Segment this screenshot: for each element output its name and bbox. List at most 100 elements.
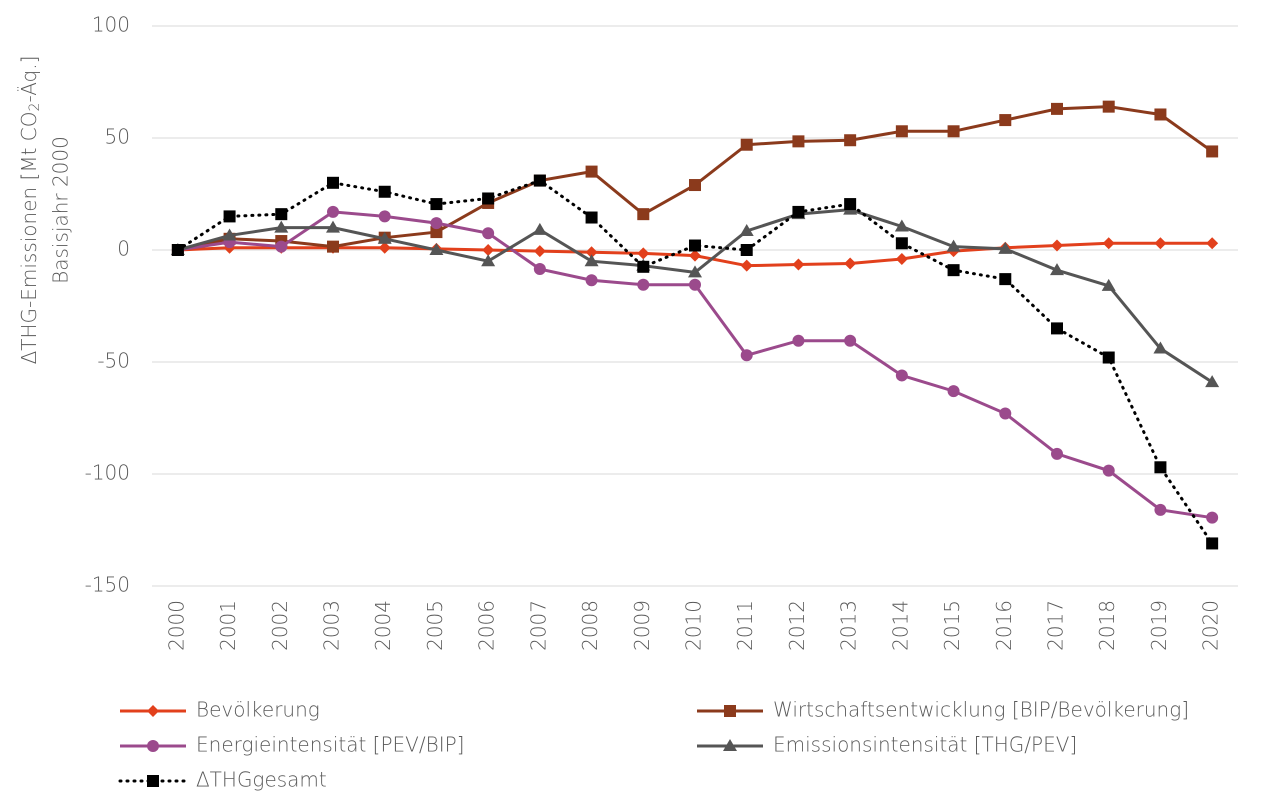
data-point xyxy=(275,240,288,253)
x-tick-label: 2016 xyxy=(992,600,1016,651)
x-tick-label: 2008 xyxy=(578,600,602,651)
series-line xyxy=(177,208,1213,384)
data-point xyxy=(998,241,1013,254)
x-tick-label: 2011 xyxy=(733,600,757,651)
data-point xyxy=(895,252,908,265)
legend-marker xyxy=(723,739,737,751)
data-point xyxy=(792,258,805,271)
data-point xyxy=(1051,322,1063,335)
x-tick-label: 2006 xyxy=(475,600,499,651)
data-point xyxy=(688,265,702,278)
data-point xyxy=(430,217,443,230)
y-tick-label: -100 xyxy=(85,461,130,485)
data-point xyxy=(792,135,805,148)
legend-marker xyxy=(147,740,159,752)
data-point xyxy=(1153,341,1168,354)
data-point xyxy=(1102,100,1115,113)
data-point xyxy=(1102,351,1115,364)
data-point xyxy=(689,179,701,192)
data-point xyxy=(326,220,340,233)
data-point xyxy=(533,174,546,187)
data-point xyxy=(327,176,339,189)
y-tick-label: -50 xyxy=(97,349,130,373)
data-point xyxy=(585,274,598,287)
y-axis-label-part: -Äq.] xyxy=(17,56,41,103)
legend-marker xyxy=(147,705,159,717)
data-point xyxy=(378,241,391,254)
y-tick-label: 100 xyxy=(92,13,130,37)
data-point xyxy=(999,114,1012,127)
x-tick-label: 2010 xyxy=(682,600,706,651)
data-point xyxy=(377,231,392,244)
x-tick-label: 2019 xyxy=(1147,600,1171,651)
data-point xyxy=(895,125,908,138)
data-point xyxy=(584,254,599,267)
x-tick-label: 2014 xyxy=(888,600,912,651)
data-point xyxy=(1154,503,1167,516)
x-tick-label: 2009 xyxy=(630,600,654,651)
data-point xyxy=(1101,278,1116,291)
data-point xyxy=(1051,239,1063,252)
legend-label: Wirtschaftsentwicklung [BIP/Bevölkerung] xyxy=(773,698,1189,722)
data-point xyxy=(1154,461,1167,474)
data-point xyxy=(378,210,391,223)
y-tick-label: 50 xyxy=(105,125,130,149)
y-tick-label: -150 xyxy=(85,573,130,597)
data-point xyxy=(739,223,754,236)
data-point xyxy=(378,185,391,198)
legend-label: Emissionsintensität [THG/PEV] xyxy=(773,733,1077,757)
data-point xyxy=(430,198,443,211)
data-point xyxy=(637,278,650,291)
data-point xyxy=(1154,237,1167,250)
x-tick-label: 2020 xyxy=(1199,600,1223,651)
legend-label: Bevölkerung xyxy=(196,698,320,722)
data-point xyxy=(1205,375,1220,388)
x-tick-label: 2013 xyxy=(837,600,861,651)
data-point xyxy=(1102,237,1115,250)
y-axis-label: ΔTHG-Emissionen [Mt CO2-Äq.] xyxy=(17,56,44,365)
data-point xyxy=(844,257,857,270)
data-point xyxy=(947,264,960,277)
data-point xyxy=(1102,464,1115,477)
data-point xyxy=(740,244,753,256)
data-point xyxy=(792,334,805,347)
data-point xyxy=(585,246,598,259)
data-point xyxy=(947,125,960,138)
data-point xyxy=(740,349,753,362)
data-point xyxy=(740,138,753,151)
x-tick-label: 2002 xyxy=(268,600,292,651)
x-tick-label: 2015 xyxy=(940,600,964,651)
x-tick-label: 2001 xyxy=(216,600,240,651)
legend-marker xyxy=(724,705,736,717)
data-point xyxy=(894,219,909,232)
y-axis-label-part: ΔTHG-Emissionen [Mt CO xyxy=(17,111,41,364)
y-tick-label: 0 xyxy=(117,237,130,261)
data-point xyxy=(1051,447,1063,460)
x-tick-label: 2017 xyxy=(1044,600,1068,651)
data-point xyxy=(637,208,650,221)
data-point xyxy=(275,208,288,221)
data-point xyxy=(999,407,1012,420)
data-point xyxy=(533,263,546,276)
data-point xyxy=(637,247,650,260)
x-tick-label: 2007 xyxy=(526,600,550,651)
data-point xyxy=(222,228,237,241)
data-point xyxy=(482,192,495,205)
data-point xyxy=(1050,263,1064,276)
data-point xyxy=(1206,537,1219,550)
y-axis-label-sub: 2 xyxy=(27,103,43,112)
data-point xyxy=(895,369,908,382)
data-point xyxy=(1206,145,1219,158)
data-point xyxy=(327,205,339,218)
data-point xyxy=(585,211,598,224)
data-point xyxy=(895,237,908,250)
legend-marker xyxy=(147,775,159,787)
x-tick-label: 2003 xyxy=(320,600,344,651)
data-point xyxy=(844,198,857,211)
data-point xyxy=(171,244,184,256)
data-point xyxy=(844,134,857,147)
data-point xyxy=(792,205,805,218)
data-point xyxy=(947,385,960,398)
data-point xyxy=(223,210,236,223)
